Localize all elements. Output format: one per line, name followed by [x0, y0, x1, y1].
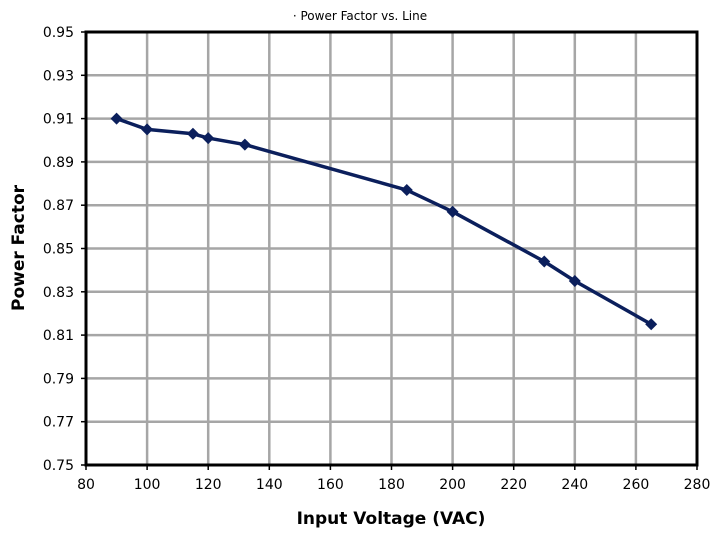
series-line — [115, 116, 653, 326]
y-axis-label: Power Factor — [9, 184, 29, 311]
x-tick-label: 100 — [134, 477, 161, 493]
data-point-marker — [400, 184, 413, 197]
y-tick-label: 0.81 — [43, 328, 74, 344]
data-point-marker — [110, 112, 123, 125]
data-point-marker — [645, 318, 658, 331]
data-point-marker — [202, 132, 215, 145]
data-point-marker — [238, 138, 251, 151]
x-tick-label: 280 — [684, 477, 711, 493]
x-tick-label: 220 — [500, 477, 527, 493]
chart-title: · Power Factor vs. Line — [293, 9, 427, 23]
y-tick-label: 0.75 — [43, 458, 74, 474]
data-point-marker — [538, 255, 551, 268]
y-tick-label: 0.87 — [43, 198, 74, 214]
data-point-marker — [568, 274, 581, 287]
data-point-marker — [141, 123, 154, 136]
data-point-marker — [446, 205, 459, 218]
y-tick-label: 0.95 — [43, 25, 74, 41]
y-tick-label: 0.91 — [43, 112, 74, 128]
x-tick-label: 260 — [623, 477, 650, 493]
data-point-marker — [186, 127, 199, 140]
x-tick-label: 80 — [77, 477, 95, 493]
x-tick-label: 140 — [256, 477, 283, 493]
y-tick-label: 0.89 — [43, 155, 74, 171]
y-tick-label: 0.93 — [43, 68, 74, 84]
x-tick-label: 180 — [378, 477, 405, 493]
x-axis-label: Input Voltage (VAC) — [297, 509, 486, 529]
y-tick-label: 0.77 — [43, 415, 74, 431]
x-tick-label: 240 — [561, 477, 588, 493]
x-tick-label: 160 — [317, 477, 344, 493]
y-tick-label: 0.85 — [43, 242, 74, 258]
x-tick-label: 120 — [195, 477, 222, 493]
x-tick-label: 200 — [439, 477, 466, 493]
y-tick-label: 0.79 — [43, 371, 74, 387]
y-tick-label: 0.83 — [43, 285, 74, 301]
